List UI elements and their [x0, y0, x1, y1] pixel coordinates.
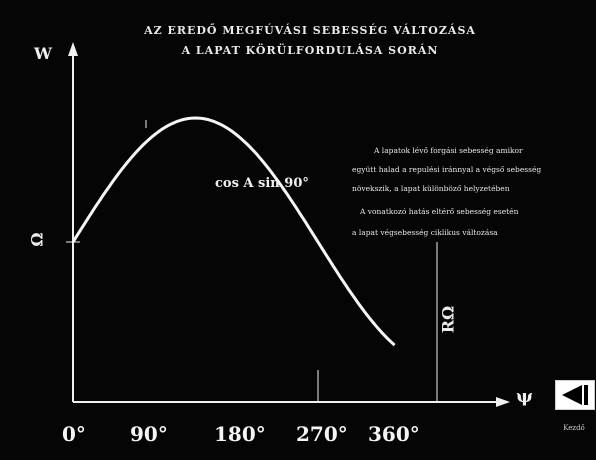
note-line: növekszik, a lapat különböző helyzetében — [352, 184, 510, 193]
sine-curve — [71, 116, 396, 347]
title-line-2: A LAPAT KÖRÜLFORDULÁSA SORÁN — [181, 44, 439, 57]
curve-group — [71, 116, 396, 347]
note-line: A lapatok lévő forgási sebesség amikor — [374, 146, 523, 155]
x-tick-label: 90° — [130, 422, 168, 446]
x-tick-label: 0° — [62, 422, 86, 446]
note-line: A vonatkozó hatás eltérő sebesség esetén — [360, 207, 519, 216]
title-line-1: AZ EREDŐ MEGFÚVÁSI SEBESSÉG VÁLTOZÁSA — [144, 24, 476, 37]
x-tick-label: 180° — [214, 422, 266, 446]
x-tick-label: 360° — [368, 422, 420, 446]
r-omega-label: RΩ — [438, 305, 458, 334]
back-button[interactable] — [555, 380, 595, 410]
note-line: együtt halad a repulési iránnyal a végső… — [352, 165, 542, 174]
x-axis-label: ψ — [516, 386, 533, 407]
note-line: a lapat végsebesség ciklikus változása — [352, 228, 498, 237]
x-axis-arrow — [496, 397, 510, 407]
y-axis-arrow — [68, 42, 78, 56]
x-tick-label: 270° — [296, 422, 348, 446]
omega-label: Ω — [27, 232, 47, 247]
formula-label: cos A sin 90° — [215, 176, 309, 191]
y-axis-label: W — [34, 44, 52, 63]
triangle-left-icon — [562, 385, 588, 405]
home-link[interactable]: Kezdő — [563, 424, 585, 432]
